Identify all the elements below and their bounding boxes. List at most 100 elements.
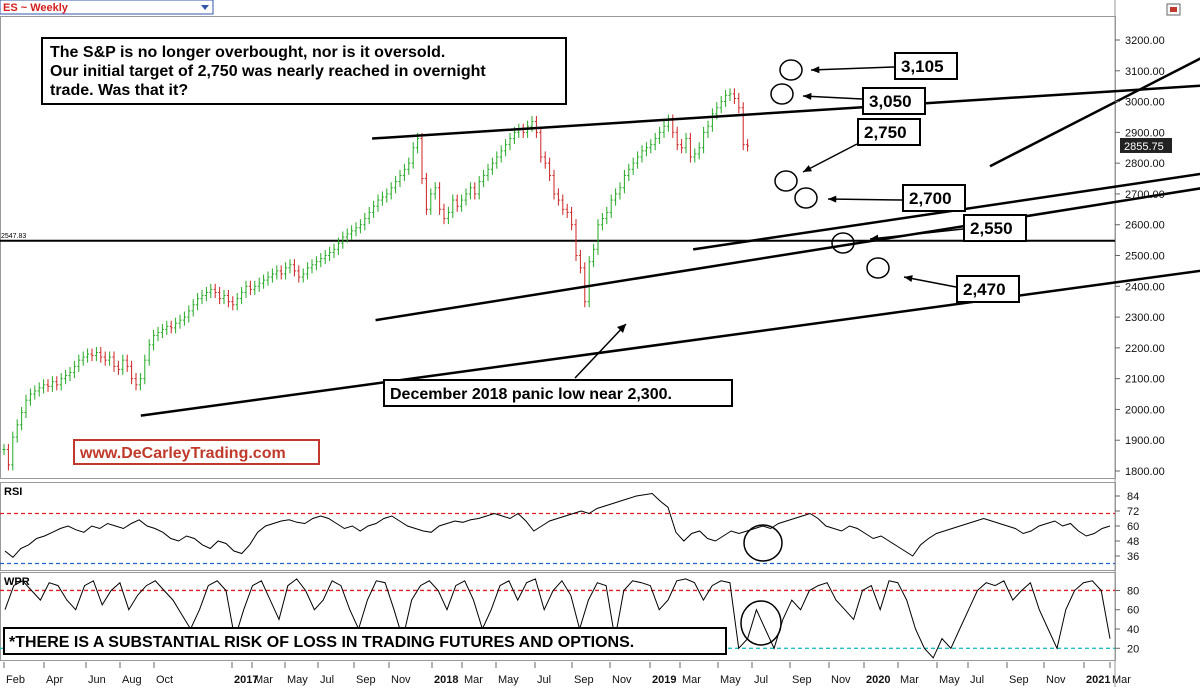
x-tick-label: Nov [612, 674, 632, 686]
y-tick-label: 48 [1127, 536, 1139, 548]
target-circle [770, 83, 794, 105]
disclaimer-text: *THERE IS A SUBSTANTIAL RISK OF LOSS IN … [9, 634, 634, 651]
y-tick-label: 84 [1127, 491, 1139, 503]
x-tick-label: Apr [46, 674, 63, 686]
x-tick-label: May [939, 674, 960, 686]
price-grid: 2547.83 [0, 233, 1115, 242]
y-tick-label: 2300.00 [1125, 312, 1165, 324]
x-tick-label: Jun [88, 674, 106, 686]
last-price-badge [1120, 137, 1172, 153]
y-tick-label: 2000.00 [1125, 404, 1165, 416]
level-label: 3,105 [901, 57, 944, 76]
x-tick-label: Aug [122, 674, 142, 686]
level-arrow [810, 66, 895, 71]
panic-low-label: December 2018 panic low near 2,300. [390, 386, 672, 403]
y-tick-label: 80 [1127, 585, 1139, 597]
x-tick-label: Jul [320, 674, 334, 686]
x-tick-label: Mar [254, 674, 273, 686]
oscillator-label: WPR [4, 576, 30, 588]
arrowhead [870, 234, 879, 242]
level-label-box [963, 214, 1027, 242]
website-link: www.DeCarleyTrading.com [79, 445, 286, 462]
y-tick-label: 2200.00 [1125, 343, 1165, 355]
x-tick-label: Jul [754, 674, 768, 686]
commentary-box [41, 37, 567, 105]
x-tick-label: 2020 [866, 674, 890, 686]
oscillator-line [4, 578, 1111, 659]
trend-line [692, 172, 1200, 251]
level-label: 3,050 [869, 92, 912, 111]
y-tick-label: 1900.00 [1125, 435, 1165, 447]
y-tick-label: 2400.00 [1125, 281, 1165, 293]
level-label-box [902, 184, 966, 212]
trend-line [372, 84, 1200, 140]
y-tick-label: 3100.00 [1125, 66, 1165, 78]
commentary-line: Our initial target of 2,750 was nearly r… [50, 63, 486, 80]
website-box [73, 439, 320, 465]
level-label-box [862, 87, 926, 115]
y-tick-label: 2500.00 [1125, 251, 1165, 263]
x-tick-label: Nov [831, 674, 851, 686]
chevron-down-icon[interactable] [201, 5, 209, 10]
y-tick-label: 72 [1127, 506, 1139, 518]
y-tick-label: 3200.00 [1125, 35, 1165, 47]
x-tick-label: Sep [792, 674, 812, 686]
x-tick-label: Nov [1046, 674, 1066, 686]
symbol-title: ES ~ Weekly [3, 2, 69, 14]
panic-low-arrow [574, 323, 627, 379]
x-tick-label: 2018 [434, 674, 458, 686]
x-tick-label: 2021 [1086, 674, 1110, 686]
level-label: 2,700 [909, 189, 952, 208]
level-arrow [802, 95, 863, 100]
level-arrow [802, 143, 858, 173]
window-restore-icon[interactable] [1166, 3, 1181, 16]
x-tick-label: Nov [391, 674, 411, 686]
x-tick-label: Mar [1112, 674, 1131, 686]
x-tick-label: May [720, 674, 741, 686]
target-circle [779, 59, 803, 81]
x-tick-label: 2019 [652, 674, 676, 686]
y-tick-label: 2600.00 [1125, 220, 1165, 232]
level-arrow [903, 276, 957, 288]
x-tick-label: May [287, 674, 308, 686]
y-tick-label: 3000.00 [1125, 97, 1165, 109]
arrowhead [811, 66, 820, 74]
arrowhead [617, 324, 626, 333]
x-tick-label: May [498, 674, 519, 686]
y-tick-label: 2700.00 [1125, 189, 1165, 201]
x-tick-label: Oct [156, 674, 173, 686]
symbol-selector[interactable]: ES ~ Weekly [0, 0, 214, 15]
rsi-panel: RSI 84 72 60 48 36 [0, 486, 1139, 565]
level-label-box [857, 118, 921, 146]
y-tick-label: 1800.00 [1125, 466, 1165, 478]
x-tick-label: Jul [970, 674, 984, 686]
x-tick-label: Mar [682, 674, 701, 686]
arrowhead [904, 275, 913, 282]
level-label-box [956, 275, 1020, 303]
y-tick-label: 2900.00 [1125, 127, 1165, 139]
rsi-highlight-circle [743, 524, 783, 562]
oscillator-label: RSI [4, 486, 22, 498]
wpr-highlight-circle [740, 600, 782, 646]
x-tick-label: Sep [1009, 674, 1029, 686]
y-tick-label: 36 [1127, 551, 1139, 563]
target-circle [794, 187, 818, 209]
disclaimer-box [3, 627, 727, 655]
level-arrow [827, 198, 903, 201]
commentary-line: The S&P is no longer overbought, nor is … [50, 44, 445, 61]
y-tick-label: 40 [1127, 624, 1139, 636]
annotations: The S&P is no longer overbought, nor is … [3, 37, 1027, 655]
arrowhead [803, 165, 812, 172]
y-tick-label: 60 [1127, 521, 1139, 533]
trend-line [140, 269, 1200, 417]
level-label: 2,550 [970, 219, 1013, 238]
x-tick-label: Mar [900, 674, 919, 686]
level-arrow [869, 228, 964, 240]
price-bars [2, 88, 750, 471]
x-tick-label: Jul [537, 674, 551, 686]
x-tick-label: 2017 [234, 674, 258, 686]
oscillator-line [4, 492, 1111, 558]
